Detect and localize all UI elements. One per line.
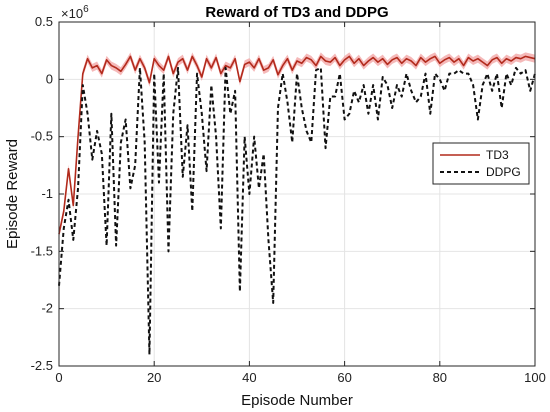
series-layer xyxy=(58,52,536,356)
y-axis-label: Episode Reward xyxy=(4,139,21,249)
series-line xyxy=(58,66,536,356)
y-axis-exponent: ×106 xyxy=(61,4,89,21)
y-tick-label: -0.5 xyxy=(31,129,53,144)
x-axis-label: Episode Number xyxy=(241,392,353,409)
y-axis-exponent-power: 6 xyxy=(83,4,89,15)
x-tick-label: 40 xyxy=(242,370,256,385)
legend: TD3 DDPG xyxy=(432,142,530,185)
x-tick-label: 20 xyxy=(147,370,161,385)
y-tick-label: -2 xyxy=(41,301,53,316)
chart-title: Reward of TD3 and DDPG xyxy=(205,4,388,21)
legend-box xyxy=(432,142,530,185)
x-tick-label: 0 xyxy=(55,370,62,385)
legend-label-ddpg: DDPG xyxy=(486,165,521,179)
y-tick-label: -1.5 xyxy=(31,243,53,258)
ticks: 0 20 40 60 80 100 -2.5 -2 -1.5 -1 -0.5 0 0.5 xyxy=(31,14,546,385)
y-tick-label: -2.5 xyxy=(31,358,53,373)
x-tick-label: 60 xyxy=(337,370,351,385)
x-tick-label: 100 xyxy=(524,370,546,385)
series-ddpg xyxy=(58,66,536,356)
x-tick-label: 80 xyxy=(433,370,447,385)
legend-label-td3: TD3 xyxy=(486,148,509,162)
y-tick-label: 0.5 xyxy=(35,14,53,29)
y-axis-exponent-base: ×10 xyxy=(61,6,83,21)
y-tick-label: -1 xyxy=(41,186,53,201)
y-tick-label: 0 xyxy=(46,71,53,86)
series-td3 xyxy=(58,52,536,239)
